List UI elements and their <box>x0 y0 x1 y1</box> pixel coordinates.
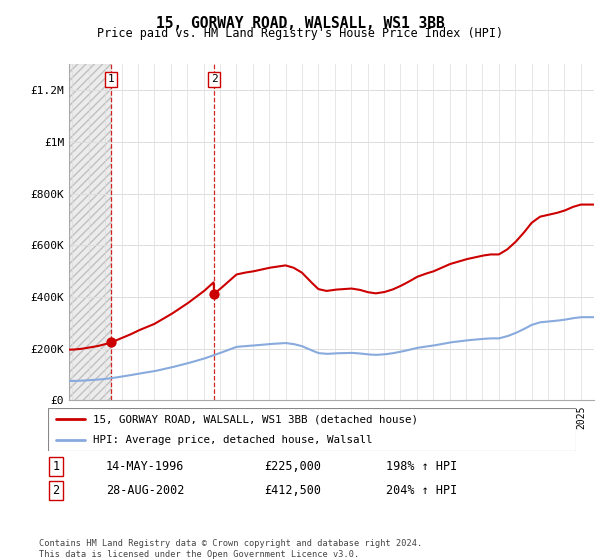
Text: 1: 1 <box>108 74 115 85</box>
Text: HPI: Average price, detached house, Walsall: HPI: Average price, detached house, Wals… <box>93 435 373 445</box>
Text: 28-AUG-2002: 28-AUG-2002 <box>106 484 184 497</box>
Text: 204% ↑ HPI: 204% ↑ HPI <box>386 484 457 497</box>
Text: Price paid vs. HM Land Registry's House Price Index (HPI): Price paid vs. HM Land Registry's House … <box>97 27 503 40</box>
Text: 2: 2 <box>52 484 59 497</box>
Text: 2: 2 <box>211 74 218 85</box>
Point <box>209 290 219 298</box>
Text: £412,500: £412,500 <box>265 484 322 497</box>
Point <box>106 338 116 347</box>
Text: 198% ↑ HPI: 198% ↑ HPI <box>386 460 457 473</box>
Text: £225,000: £225,000 <box>265 460 322 473</box>
Text: 15, GORWAY ROAD, WALSALL, WS1 3BB (detached house): 15, GORWAY ROAD, WALSALL, WS1 3BB (detac… <box>93 414 418 424</box>
Text: 1: 1 <box>52 460 59 473</box>
Text: 15, GORWAY ROAD, WALSALL, WS1 3BB: 15, GORWAY ROAD, WALSALL, WS1 3BB <box>155 16 445 31</box>
Bar <box>69 64 111 400</box>
Text: 14-MAY-1996: 14-MAY-1996 <box>106 460 184 473</box>
Bar <box>69 64 111 400</box>
Text: Contains HM Land Registry data © Crown copyright and database right 2024.
This d: Contains HM Land Registry data © Crown c… <box>39 539 422 559</box>
